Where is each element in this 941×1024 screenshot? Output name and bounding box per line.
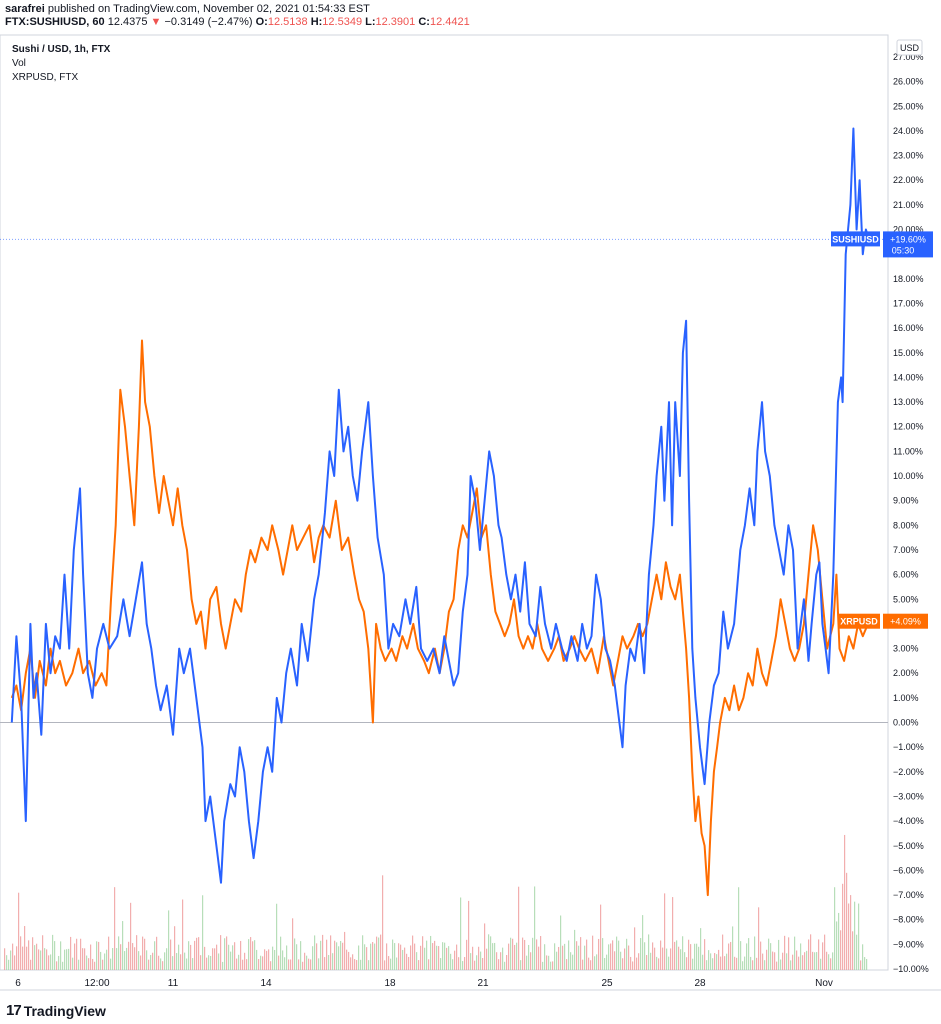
y-tick-label: 22.00% xyxy=(893,175,924,185)
series-line-sushiusd[interactable] xyxy=(10,127,870,884)
price-axis: 27.00% 26.00% 25.00% 24.00% 23.00% 22.00% 21.0… xyxy=(893,52,929,974)
y-tick-label: −5.00% xyxy=(893,841,924,851)
price-change: −0.3149 (−2.47%) xyxy=(164,16,253,28)
legend-volume[interactable]: Vol xyxy=(12,58,26,69)
y-tick-label: −7.00% xyxy=(893,890,924,900)
series-line-xrpusd[interactable] xyxy=(10,339,870,897)
low-value: 12.3901 xyxy=(375,16,416,28)
x-tick-label: 11 xyxy=(168,978,179,989)
symbol-label: FTX:SUSHIUSD, 60 xyxy=(5,16,105,28)
y-tick-label: −2.00% xyxy=(893,767,924,777)
close-label: C: xyxy=(418,16,430,28)
y-tick-label: 7.00% xyxy=(893,545,919,555)
y-tick-label: 16.00% xyxy=(893,323,924,333)
legend-compare-series[interactable]: XRPUSD, FTX xyxy=(12,72,79,83)
y-tick-label: −4.00% xyxy=(893,816,924,826)
x-tick-label: 12:00 xyxy=(84,978,109,989)
y-tick-label: 5.00% xyxy=(893,594,919,604)
y-tick-label: 1.00% xyxy=(893,693,919,703)
currency-label: USD xyxy=(900,43,920,53)
y-tick-label: 10.00% xyxy=(893,471,924,481)
y-tick-label: 14.00% xyxy=(893,372,924,382)
time-axis[interactable]: 6 12:00 11 14 18 21 25 28 Nov xyxy=(15,978,833,989)
x-tick-label: 25 xyxy=(601,978,613,989)
y-tick-label: 3.00% xyxy=(893,644,919,654)
author-name: sarafrei xyxy=(5,3,45,15)
last-price: 12.4375 xyxy=(107,16,148,28)
xrp-series-name: XRPUSD xyxy=(840,617,878,627)
y-tick-label: 23.00% xyxy=(893,151,924,161)
close-value: 12.4421 xyxy=(429,16,470,28)
sushi-countdown: 05:30 xyxy=(892,245,915,255)
ohlc-bar: FTX:SUSHIUSD, 60 12.4375 ▼ −0.3149 (−2.4… xyxy=(5,16,470,28)
chart-legend: Sushi / USD, 1h, FTX Vol XRPUSD, FTX xyxy=(12,43,110,85)
sushi-last-tag: SUSHIUSD +19.60% 05:30 xyxy=(831,231,933,258)
brand-name: TradingView xyxy=(23,1002,106,1019)
y-tick-label: 20.00% xyxy=(893,225,924,235)
down-arrow-icon: ▼ xyxy=(150,16,162,28)
y-tick-label: 18.00% xyxy=(893,274,924,284)
legend-main-series[interactable]: Sushi / USD, 1h, FTX xyxy=(12,44,111,55)
open-label: O: xyxy=(255,16,268,28)
series-lines xyxy=(10,127,870,897)
x-tick-label: 14 xyxy=(260,978,272,989)
y-tick-label: −8.00% xyxy=(893,915,924,925)
y-tick-label: 9.00% xyxy=(893,496,919,506)
y-tick-label: 17.00% xyxy=(893,298,924,308)
y-tick-label: 24.00% xyxy=(893,126,924,136)
open-value: 12.5138 xyxy=(267,16,308,28)
x-tick-label: 28 xyxy=(694,978,706,989)
volume-bars xyxy=(4,834,868,970)
y-tick-label: 2.00% xyxy=(893,668,919,678)
currency-badge[interactable]: USD xyxy=(896,39,923,56)
x-tick-label: 21 xyxy=(477,978,489,989)
y-tick-label: 13.00% xyxy=(893,397,924,407)
y-tick-label: 21.00% xyxy=(893,200,924,210)
tradingview-logo-icon: 17 xyxy=(6,1002,22,1019)
low-label: L: xyxy=(365,16,376,28)
publish-info: sarafrei published on TradingView.com, N… xyxy=(5,3,370,15)
tradingview-footer[interactable]: 17 TradingView xyxy=(6,1002,106,1019)
y-tick-label: −3.00% xyxy=(893,791,924,801)
y-tick-label: −1.00% xyxy=(893,742,924,752)
y-tick-label: −6.00% xyxy=(893,865,924,875)
high-value: 12.5349 xyxy=(322,16,363,28)
x-tick-label: 18 xyxy=(384,978,396,989)
sushi-last-value: +19.60% xyxy=(890,234,926,244)
y-tick-label: 6.00% xyxy=(893,570,919,580)
y-tick-label: 0.00% xyxy=(893,718,919,728)
y-tick-label: 12.00% xyxy=(893,422,924,432)
y-tick-label: 25.00% xyxy=(893,101,924,111)
x-tick-label: 6 xyxy=(15,978,21,989)
sushi-series-name: SUSHIUSD xyxy=(832,234,879,244)
y-tick-label: 8.00% xyxy=(893,520,919,530)
x-tick-label: Nov xyxy=(815,978,833,989)
xrp-last-value: +4.09% xyxy=(890,617,921,627)
high-label: H: xyxy=(310,16,323,28)
y-tick-label: 15.00% xyxy=(893,348,924,358)
y-tick-label: −9.00% xyxy=(893,939,924,949)
y-tick-label: −10.00% xyxy=(893,964,929,974)
y-tick-label: 26.00% xyxy=(893,77,924,87)
published-text: published on TradingView.com, November 0… xyxy=(47,3,370,15)
y-tick-label: 27.00% xyxy=(893,52,924,62)
xrp-last-tag: XRPUSD +4.09% xyxy=(838,613,928,629)
y-tick-label: 11.00% xyxy=(893,446,923,456)
